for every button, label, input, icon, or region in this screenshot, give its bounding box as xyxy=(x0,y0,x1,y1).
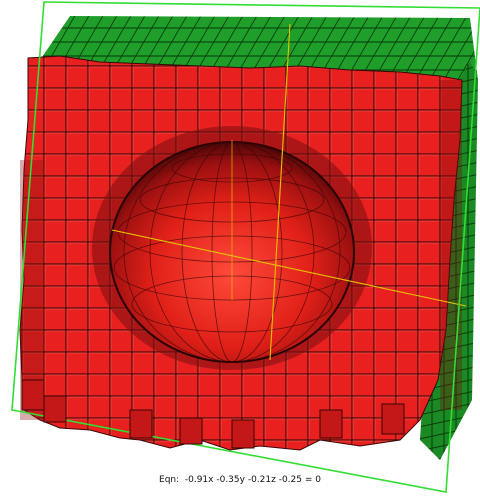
cutting-plane-outline[interactable] xyxy=(11,1,480,493)
plane-equation-label: Eqn: -0.91x -0.35y -0.21z -0.25 = 0 xyxy=(159,475,321,485)
axis-lines xyxy=(111,23,467,361)
voxel-shadow xyxy=(440,80,462,410)
voxel-steps xyxy=(21,379,405,449)
voxel-shadow xyxy=(20,160,44,420)
